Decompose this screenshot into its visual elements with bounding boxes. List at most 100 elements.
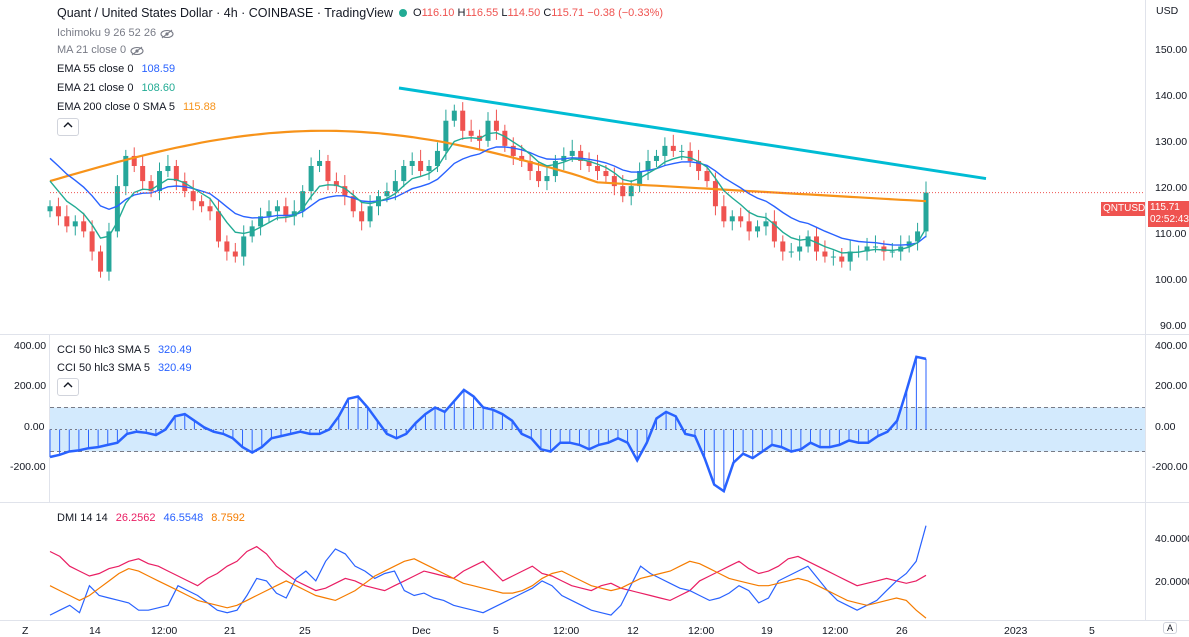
candle-body xyxy=(763,221,769,227)
candle-body xyxy=(434,150,440,166)
dmi-minus-line xyxy=(49,545,927,602)
candle-body xyxy=(81,221,87,232)
dmi-minus-value: 46.5548 xyxy=(163,512,204,524)
candle-body xyxy=(485,120,491,141)
last-price-tag: 115.71 02:52:43 xyxy=(1148,201,1189,227)
candle-body xyxy=(544,176,550,182)
time-tick: 12:00 xyxy=(688,625,715,637)
candle-body xyxy=(536,171,542,182)
indicator-cci-2[interactable]: CCI 50 hlc3 SMA 5 320.49 xyxy=(57,362,192,374)
candle-body xyxy=(721,206,727,222)
candle-body xyxy=(350,196,356,212)
symbol-tag: QNTUSD xyxy=(1101,202,1146,216)
price-tick: 120.00 xyxy=(1155,182,1188,194)
candle-body xyxy=(797,246,803,252)
hidden-eye-icon[interactable] xyxy=(160,29,174,38)
candle-body xyxy=(502,130,508,146)
candle-body xyxy=(106,231,112,272)
price-tick: 140.00 xyxy=(1155,90,1188,102)
candle-body xyxy=(215,211,221,242)
indicator-ma21[interactable]: MA 21 close 0 xyxy=(57,44,144,56)
candle-body xyxy=(317,160,323,166)
indicator-cci-1[interactable]: CCI 50 hlc3 SMA 5 320.49 xyxy=(57,344,192,356)
cci-left-tick: 400.00 xyxy=(14,340,47,352)
indicator-ema55[interactable]: EMA 55 close 0 108.59 xyxy=(57,63,176,75)
cci-left-tick: 200.00 xyxy=(14,380,47,392)
candle-body xyxy=(586,160,592,166)
candle-body xyxy=(258,216,264,227)
candle-body xyxy=(595,166,600,172)
candle-body xyxy=(157,171,162,192)
candle-body xyxy=(443,120,449,151)
time-tick: 5 xyxy=(1089,625,1095,637)
candle-body xyxy=(653,155,659,161)
candle-body xyxy=(611,176,617,187)
collapse-cci-legend-button[interactable] xyxy=(57,378,79,396)
candle-body xyxy=(460,110,466,131)
dmi-plus-line xyxy=(49,525,927,616)
candle-body xyxy=(173,166,179,182)
currency-label[interactable]: USD xyxy=(1156,5,1179,17)
candle-body xyxy=(687,150,693,161)
cci-right-tick: -200.00 xyxy=(1152,461,1188,473)
candle-body xyxy=(771,221,777,242)
symbol-title[interactable]: Quant / United States Dollar · 4h · COIN… xyxy=(57,6,394,20)
dmi-tick: 20.0000 xyxy=(1155,576,1189,588)
indicator-ema21[interactable]: EMA 21 close 0 108.60 xyxy=(57,82,176,94)
indicator-ema200[interactable]: EMA 200 close 0 SMA 5 115.88 xyxy=(57,101,216,113)
indicator-dmi[interactable]: DMI 14 14 26.2562 46.5548 8.7592 xyxy=(57,512,245,524)
time-tick: 25 xyxy=(299,625,311,637)
candle-body xyxy=(662,145,668,156)
candle-body xyxy=(569,150,575,156)
dmi-plus-value: 26.2562 xyxy=(115,512,156,524)
candle-body xyxy=(131,155,137,166)
candle-body xyxy=(881,246,887,252)
market-status-icon xyxy=(399,9,408,17)
cci-left-tick: 0.00 xyxy=(24,421,45,433)
candle-body xyxy=(308,166,314,192)
candle-body xyxy=(291,211,297,217)
candle-body xyxy=(527,160,533,172)
price-tick: 90.00 xyxy=(1160,320,1187,332)
candle-body xyxy=(814,236,819,252)
timezone-button[interactable]: Z xyxy=(22,625,29,637)
candle-body xyxy=(241,236,247,257)
candle-body xyxy=(468,130,474,136)
candle-body xyxy=(384,191,390,197)
candle-body xyxy=(367,206,373,222)
candle-body xyxy=(342,186,348,197)
candle-body xyxy=(283,206,289,217)
candle-body xyxy=(140,166,146,182)
candle-body xyxy=(603,171,609,177)
ema200-value: 115.88 xyxy=(183,101,216,113)
candle-body xyxy=(98,251,104,272)
candle-body xyxy=(755,226,761,232)
candle-body xyxy=(114,186,120,232)
hidden-eye-icon[interactable] xyxy=(130,46,144,55)
candle-body xyxy=(426,166,432,172)
candle-body xyxy=(300,191,306,212)
candle-body xyxy=(847,251,853,262)
time-tick: 14 xyxy=(89,625,101,637)
candle-body xyxy=(519,155,525,161)
time-tick: 21 xyxy=(224,625,236,637)
candle-body xyxy=(864,246,870,252)
candle-body xyxy=(148,181,154,192)
collapse-legend-button[interactable] xyxy=(57,118,79,136)
price-change: −0.38 (−0.33%) xyxy=(587,7,664,19)
ema21-value: 108.60 xyxy=(141,82,176,94)
time-tick: 12:00 xyxy=(822,625,849,637)
candle-body xyxy=(889,251,895,253)
candle-body xyxy=(822,251,828,257)
time-tick: 19 xyxy=(761,625,773,637)
candle-body xyxy=(805,236,811,247)
candle-body xyxy=(510,145,516,156)
auto-scale-button[interactable]: A xyxy=(1163,622,1178,634)
time-tick: 2023 xyxy=(1004,625,1028,637)
adx-value: 8.7592 xyxy=(211,512,245,524)
candle-body xyxy=(872,246,878,248)
candle-body xyxy=(620,186,626,197)
indicator-ichimoku[interactable]: Ichimoku 9 26 52 26 xyxy=(57,27,174,39)
candle-body xyxy=(401,166,407,182)
